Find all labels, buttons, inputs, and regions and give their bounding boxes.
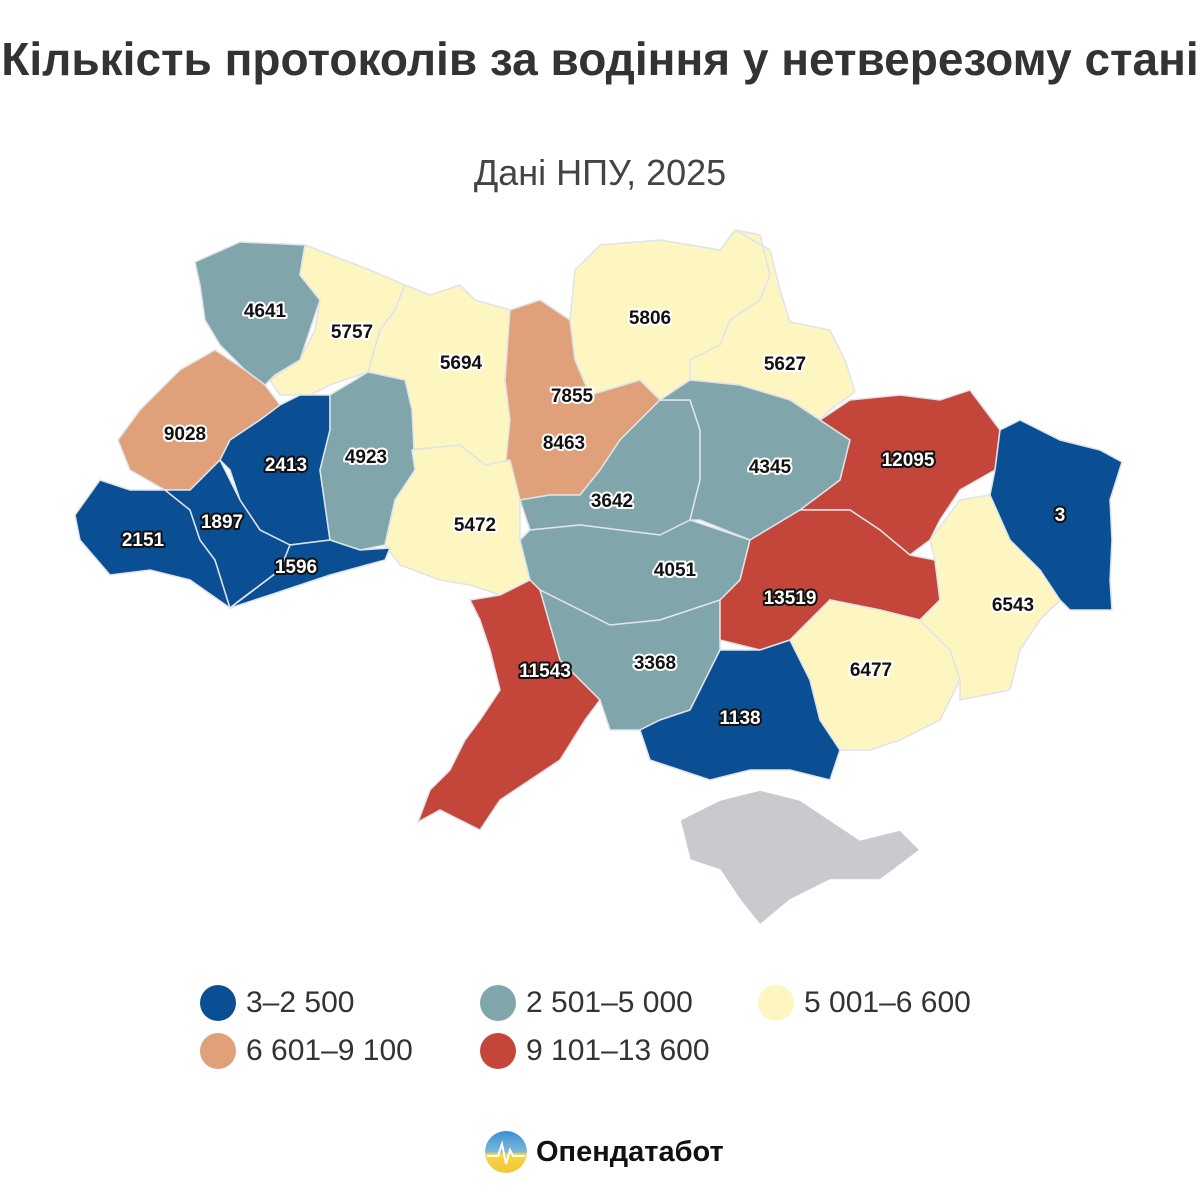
- legend-item: 3–2 500: [200, 985, 354, 1021]
- legend-swatch-0: [200, 985, 236, 1021]
- legend-item: 5 001–6 600: [758, 985, 971, 1021]
- legend-label: 5 001–6 600: [804, 986, 971, 1019]
- map-title: Кількість протоколів за водіння у нетвер…: [1, 33, 1199, 85]
- region-value-label: 6543: [992, 595, 1034, 616]
- legend-item: 2 501–5 000: [480, 985, 693, 1021]
- region-value-label: 1138: [719, 708, 760, 729]
- brand-name: Опендатабот: [536, 1135, 724, 1168]
- region-value-label: 3368: [634, 653, 676, 674]
- region-value-label: 4345: [749, 457, 792, 478]
- region-value-label: 9028: [164, 424, 206, 445]
- region-value-label: 11543: [519, 661, 571, 682]
- opendatabot-logo-icon: [485, 1131, 527, 1173]
- region-value-label: 12095: [882, 450, 935, 471]
- region-value-label: 7855: [551, 386, 594, 407]
- region-value-label: 6477: [850, 660, 892, 681]
- legend-label: 6 601–9 100: [246, 1034, 413, 1067]
- legend-label: 9 101–13 600: [526, 1034, 710, 1067]
- legend-item: 9 101–13 600: [480, 1033, 710, 1069]
- region-value-label: 5757: [331, 322, 373, 343]
- region-value-label: 5627: [764, 354, 806, 375]
- region-value-label: 13519: [764, 588, 817, 609]
- region-value-label: 3: [1055, 505, 1066, 526]
- brand: Опендатабот: [484, 1130, 724, 1174]
- region-value-label: 4923: [345, 447, 387, 468]
- region-value-label: 3642: [591, 491, 633, 512]
- legend-swatch-4: [480, 1033, 516, 1069]
- region-crimea-no-data: [679, 789, 922, 927]
- region-value-label: 1596: [275, 557, 317, 578]
- region-19: [797, 389, 1001, 556]
- map-subtitle: Дані НПУ, 2025: [473, 152, 727, 193]
- legend-item: 6 601–9 100: [200, 1033, 413, 1069]
- region-value-label: 5806: [629, 308, 671, 329]
- region-value-label: 1897: [201, 512, 243, 533]
- region-value-label: 4641: [244, 301, 287, 322]
- region-24: [989, 419, 1123, 611]
- region-value-label: 5694: [440, 353, 483, 374]
- region-value-label: 2151: [122, 530, 165, 551]
- legend-swatch-3: [200, 1033, 236, 1069]
- legend-label: 2 501–5 000: [526, 986, 693, 1019]
- region-value-label: 8463: [543, 433, 585, 454]
- legend-swatch-1: [480, 985, 516, 1021]
- region-value-label: 4051: [654, 560, 697, 581]
- region-value-label: 2413: [265, 455, 307, 476]
- legend-swatch-2: [758, 985, 794, 1021]
- region-value-label: 5472: [454, 515, 496, 536]
- region-22: [789, 599, 961, 751]
- region-13: [229, 539, 392, 609]
- region-18: [416, 579, 601, 831]
- legend-label: 3–2 500: [246, 986, 355, 1019]
